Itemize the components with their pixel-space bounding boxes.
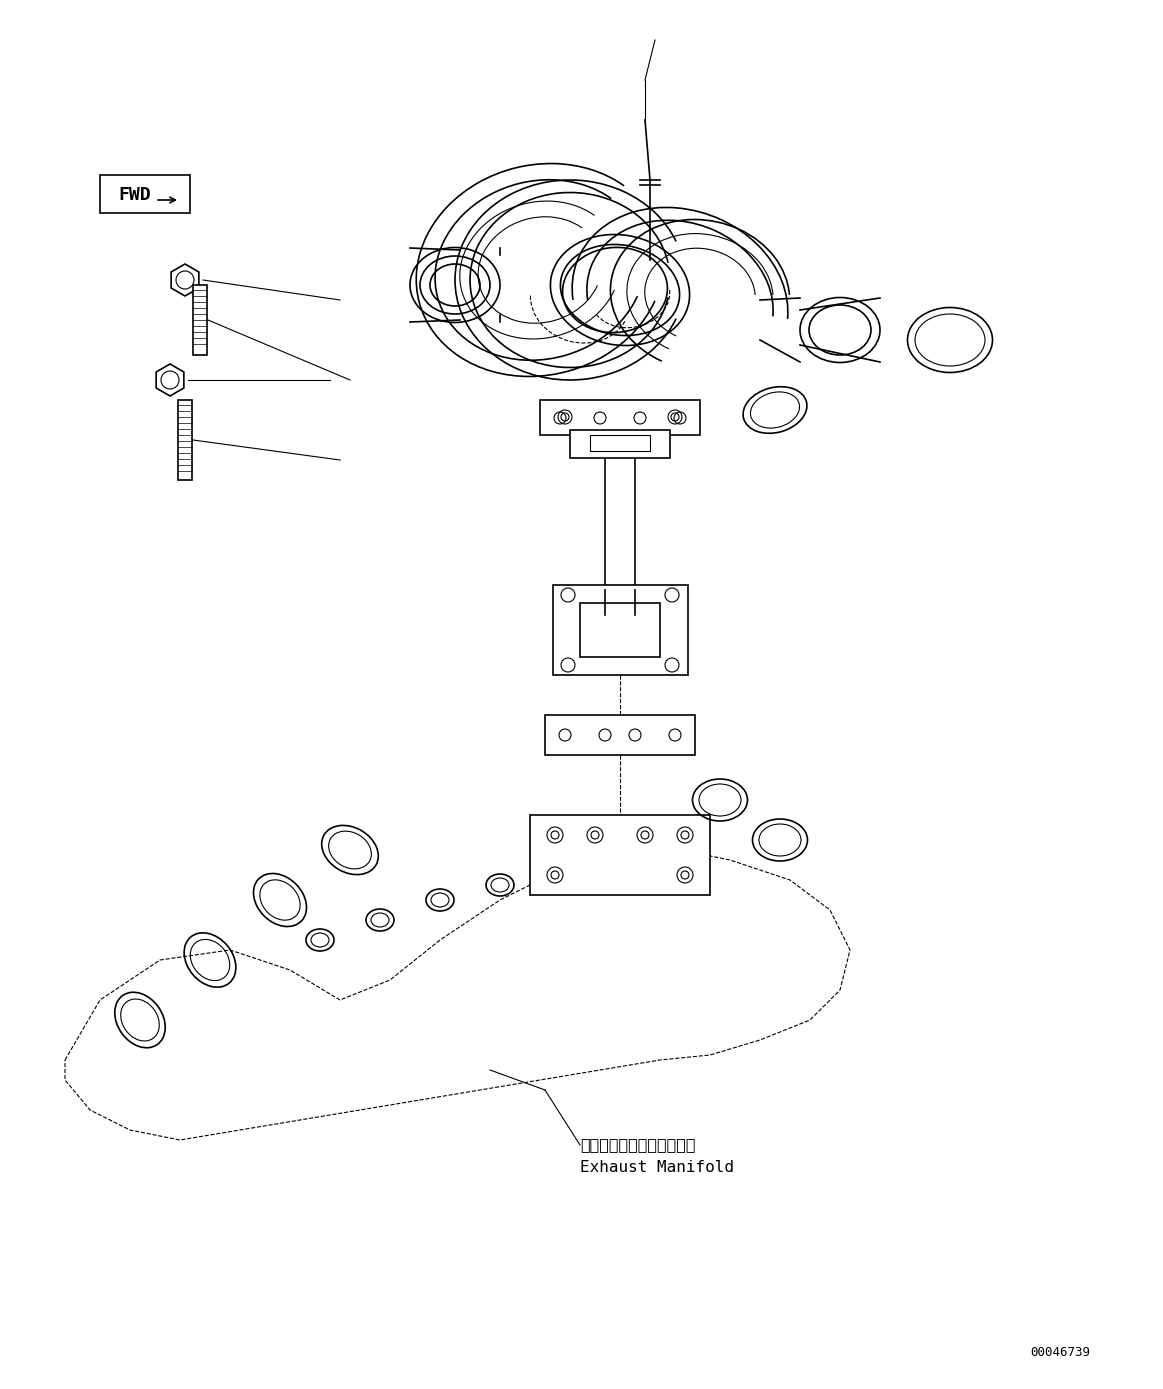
Bar [570,431,670,458]
Bar [590,435,650,451]
Text: Exhaust Manifold: Exhaust Manifold [580,1160,734,1175]
Polygon shape [171,264,199,296]
Bar [605,435,635,615]
Bar [552,585,688,675]
Text: エキゾーストマニホールド: エキゾーストマニホールド [580,1138,695,1153]
Polygon shape [65,850,850,1140]
Bar [100,175,190,213]
Text: 00046739: 00046739 [1030,1346,1090,1358]
Text: FWD: FWD [119,186,151,204]
Bar [540,400,700,435]
Bar [545,715,695,756]
Bar [193,285,207,356]
Bar [580,603,659,657]
Bar [530,815,709,895]
Bar [178,400,192,481]
Polygon shape [156,364,184,396]
